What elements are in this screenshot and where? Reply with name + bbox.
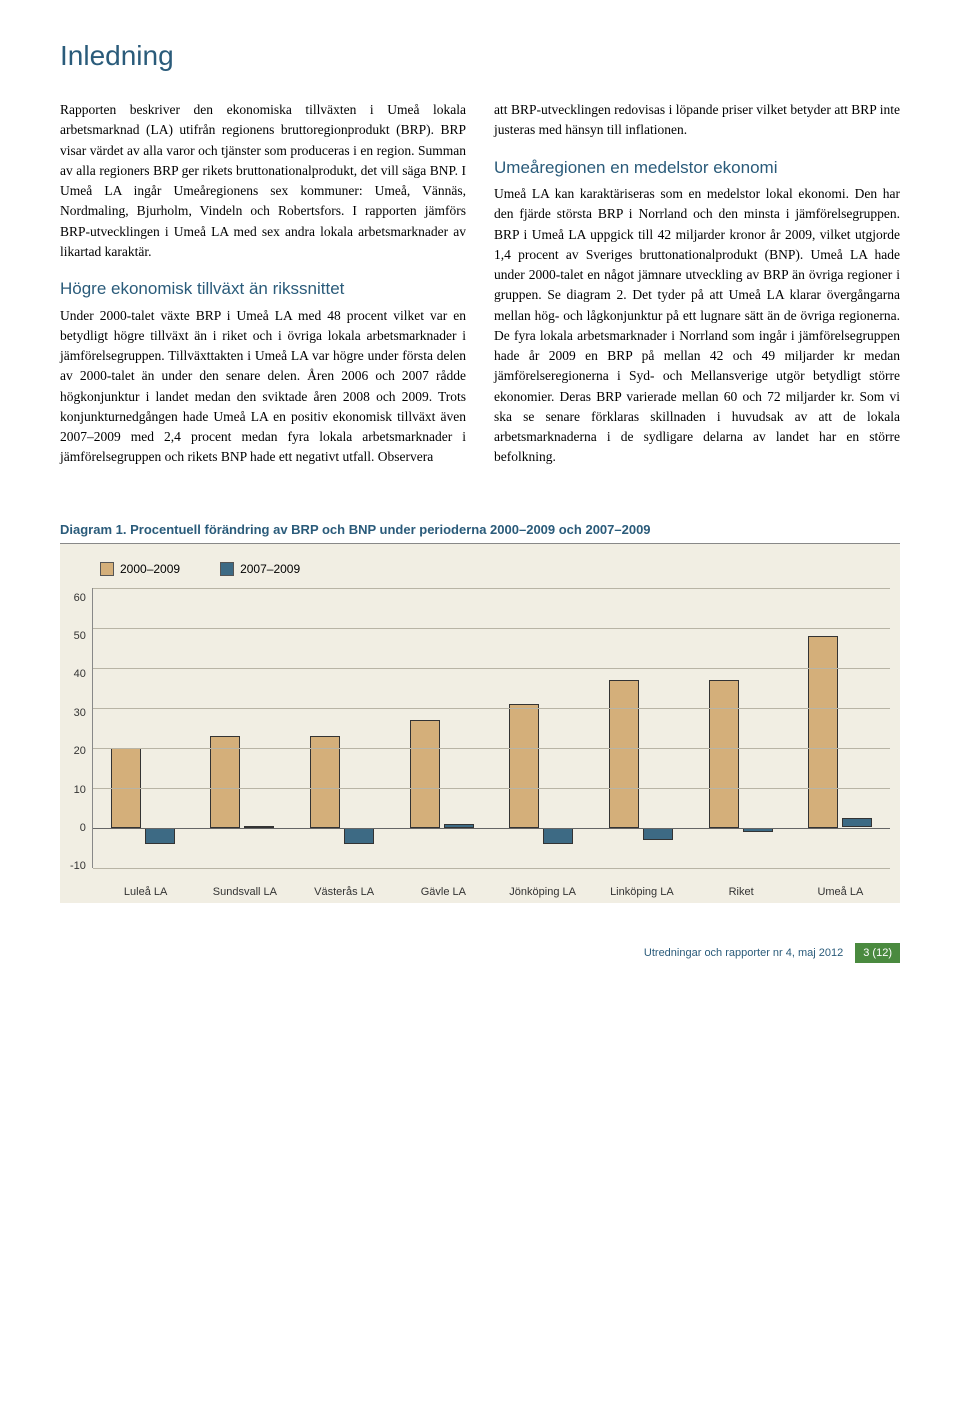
bar-group	[193, 588, 293, 868]
left-h2: Högre ekonomisk tillväxt än rikssnittet	[60, 276, 466, 302]
bar	[842, 818, 872, 828]
right-h2: Umeåregionen en medelstor ekonomi	[494, 155, 900, 181]
x-label: Gävle LA	[394, 886, 493, 898]
page-number: 3 (12)	[855, 943, 900, 963]
text-columns: Rapporten beskriver den ekonomiska tillv…	[60, 100, 900, 472]
bar	[310, 736, 340, 828]
x-label: Sundsvall LA	[195, 886, 294, 898]
footer-text: Utredningar och rapporter nr 4, maj 2012	[644, 947, 843, 959]
x-label: Jönköping LA	[493, 886, 592, 898]
x-label: Umeå LA	[791, 886, 890, 898]
bar	[344, 828, 374, 844]
bar-groups	[93, 588, 890, 868]
y-tick: 10	[70, 785, 86, 796]
y-tick: 60	[70, 593, 86, 604]
chart-legend: 2000–2009 2007–2009	[100, 562, 890, 576]
legend-swatch-0	[100, 562, 114, 576]
x-label: Västerås LA	[295, 886, 394, 898]
bar	[410, 720, 440, 828]
plot-wrapper: 6050403020100-10	[70, 588, 890, 868]
gridline	[93, 788, 890, 789]
chart-area: 2000–2009 2007–2009 60 50 40 30 20 10 0 -10 Lul…	[60, 543, 900, 903]
right-column: att BRP-utvecklingen redovisas i löpande…	[494, 100, 900, 472]
bar	[808, 636, 838, 828]
bar-group	[292, 588, 392, 868]
y-tick: 20	[70, 746, 86, 757]
page-footer: Utredningar och rapporter nr 4, maj 2012…	[60, 943, 900, 963]
legend-swatch-1	[220, 562, 234, 576]
right-p2: Umeå LA kan karaktäriseras som en medels…	[494, 184, 900, 468]
gridline	[93, 628, 890, 629]
y-axis: 6050403020100-10	[70, 588, 92, 868]
bar-group	[491, 588, 591, 868]
y-tick: -10	[70, 861, 86, 872]
y-tick: 0	[70, 823, 86, 834]
bar-group	[691, 588, 791, 868]
gridline	[93, 668, 890, 669]
bar	[643, 828, 673, 840]
legend-item-1: 2007–2009	[220, 562, 300, 576]
bar	[543, 828, 573, 844]
gridline	[93, 828, 890, 829]
y-tick: 30	[70, 708, 86, 719]
page-title: Inledning	[60, 40, 900, 72]
left-column: Rapporten beskriver den ekonomiska tillv…	[60, 100, 466, 472]
bar	[210, 736, 240, 828]
gridline	[93, 708, 890, 709]
bar-group	[591, 588, 691, 868]
gridline	[93, 588, 890, 589]
right-p1: att BRP-utvecklingen redovisas i löpande…	[494, 100, 900, 141]
x-axis-labels: Luleå LASundsvall LAVästerås LAGävle LAJ…	[96, 886, 890, 898]
chart-block: Diagram 1. Procentuell förändring av BRP…	[60, 522, 900, 903]
x-label: Linköping LA	[592, 886, 691, 898]
bar-group	[93, 588, 193, 868]
legend-item-0: 2000–2009	[100, 562, 180, 576]
legend-label-1: 2007–2009	[240, 562, 300, 576]
plot	[92, 588, 890, 868]
bar	[509, 704, 539, 828]
x-label: Riket	[692, 886, 791, 898]
chart-title: Diagram 1. Procentuell förändring av BRP…	[60, 522, 900, 537]
y-tick: 50	[70, 631, 86, 642]
bar	[709, 680, 739, 828]
gridline	[93, 868, 890, 869]
bar	[609, 680, 639, 828]
y-tick: 40	[70, 669, 86, 680]
gridline	[93, 748, 890, 749]
bar-group	[392, 588, 492, 868]
bar-group	[790, 588, 890, 868]
legend-label-0: 2000–2009	[120, 562, 180, 576]
left-p1: Rapporten beskriver den ekonomiska tillv…	[60, 100, 466, 262]
bar	[145, 828, 175, 844]
x-label: Luleå LA	[96, 886, 195, 898]
left-p2: Under 2000-talet växte BRP i Umeå LA med…	[60, 306, 466, 468]
